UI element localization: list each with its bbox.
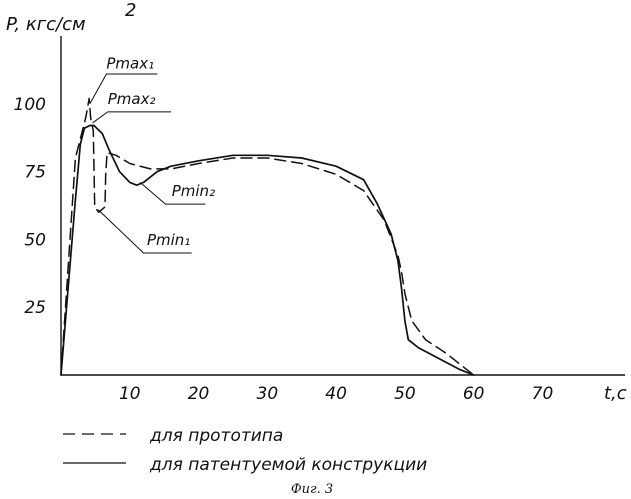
annotations: Pmax₁ Pmax₂ Pmin₂ Pmin₁	[89, 55, 215, 254]
x-tick-label: 20	[188, 384, 210, 404]
legend-label-patented: для патентуемой конструкции	[149, 455, 427, 475]
tick-labels: 10 20 30 40 50 60 70 25 50 75 100	[14, 95, 554, 404]
series-line-patented	[60, 124, 475, 376]
annotation-label: Pmax₂	[108, 90, 156, 108]
x-tick-label: 70	[532, 384, 554, 404]
series-lines	[60, 97, 475, 376]
y-axis-label: P, кгс/см	[6, 14, 86, 35]
x-tick-label: 60	[463, 384, 485, 404]
annotation-leader	[139, 182, 206, 205]
y-axis-label-superscript: 2	[125, 0, 136, 21]
y-tick-label: 50	[24, 230, 46, 250]
series-line-prototype	[60, 97, 475, 376]
x-tick-label: 40	[325, 384, 347, 404]
annotation-leader	[89, 73, 158, 105]
legend: для прототипа для патентуемой конструкци…	[63, 426, 427, 475]
x-tick-label: 30	[257, 384, 279, 404]
annotation-label: Pmax₁	[106, 55, 154, 73]
annotation-label: Pmin₂	[172, 182, 215, 200]
y-tick-label: 25	[24, 298, 46, 318]
legend-label-prototype: для прототипа	[149, 426, 283, 446]
figure-caption: Фиг. 3	[291, 482, 333, 497]
annotation-leader	[97, 209, 192, 254]
x-tick-label: 50	[394, 384, 416, 404]
annotation-leader	[92, 111, 171, 124]
x-axis-label: t,c	[604, 383, 627, 404]
x-tick-label: 10	[119, 384, 141, 404]
annotation-label: Pmin₁	[147, 231, 190, 249]
y-tick-label: 75	[24, 163, 46, 183]
y-tick-label: 100	[14, 95, 46, 115]
